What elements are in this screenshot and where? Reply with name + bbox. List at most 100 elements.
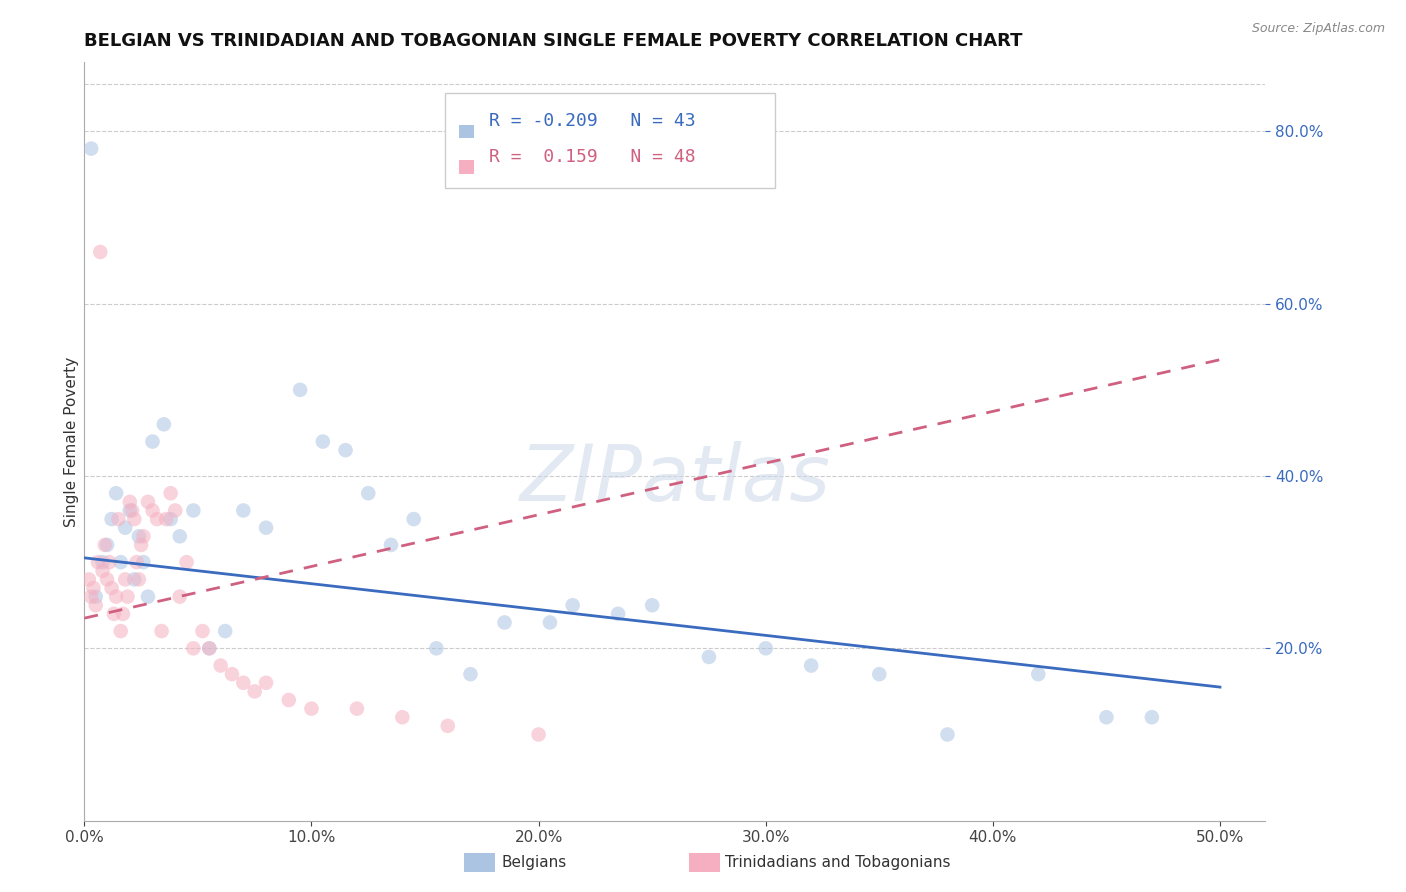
Point [198,641,221,656]
Point [527,727,550,741]
Point [118,495,141,509]
Point [641,599,664,613]
Point [380,538,402,552]
Point [146,512,169,526]
Point [125,555,148,569]
Point [436,719,458,733]
FancyBboxPatch shape [458,161,474,174]
Point [128,529,150,543]
Point [118,503,141,517]
Point [124,512,146,526]
Point [94,538,117,552]
Point [111,607,134,621]
Text: BELGIAN VS TRINIDADIAN AND TOBAGONIAN SINGLE FEMALE POVERTY CORRELATION CHART: BELGIAN VS TRINIDADIAN AND TOBAGONIAN SI… [84,32,1022,50]
Point [80,590,103,604]
Text: Trinidadians and Tobagonians: Trinidadians and Tobagonians [725,855,950,870]
Point [312,434,335,449]
Point [243,684,266,698]
Point [132,529,155,543]
Point [176,555,198,569]
Point [254,675,277,690]
Point [335,443,357,458]
Point [91,564,114,578]
Text: ZIPatlas: ZIPatlas [519,442,831,517]
Point [91,555,114,569]
Point [155,512,177,526]
Point [288,383,311,397]
Point [103,607,125,621]
Point [402,512,425,526]
Point [209,658,232,673]
Point [136,495,159,509]
Point [425,641,447,656]
FancyBboxPatch shape [458,125,474,138]
Point [198,641,221,656]
Point [89,244,111,259]
Point [121,503,143,517]
Point [561,599,583,613]
Point [87,555,110,569]
Point [169,529,191,543]
Text: Belgians: Belgians [502,855,567,870]
Point [159,512,181,526]
Point [105,590,128,604]
Point [153,417,176,432]
Point [460,667,482,681]
Point [77,573,100,587]
Point [136,590,159,604]
Point [132,555,155,569]
Point [301,701,323,715]
Point [936,727,959,741]
Point [1095,710,1118,724]
Y-axis label: Single Female Poverty: Single Female Poverty [63,357,79,526]
Point [107,512,129,526]
Point [1140,710,1163,724]
Point [141,503,163,517]
Point [221,667,243,681]
Point [607,607,630,621]
Point [346,701,368,715]
FancyBboxPatch shape [444,93,775,187]
Point [538,615,561,630]
Point [868,667,890,681]
Point [357,486,380,500]
Point [254,521,277,535]
Point [129,538,152,552]
Point [169,590,191,604]
Point [214,624,236,639]
Point [84,590,107,604]
Point [183,503,205,517]
Point [114,573,136,587]
Point [110,555,132,569]
Point [494,615,516,630]
Point [141,434,163,449]
Point [159,486,181,500]
Point [697,649,720,664]
Point [232,503,254,517]
Point [165,503,187,517]
Point [117,590,139,604]
Point [100,581,122,595]
Point [114,521,136,535]
Point [183,641,205,656]
Point [150,624,173,639]
Point [84,599,107,613]
Point [110,624,132,639]
Point [1026,667,1049,681]
Point [96,573,118,587]
Point [755,641,778,656]
Point [100,512,122,526]
Point [96,538,118,552]
Point [128,573,150,587]
Text: R = -0.209   N = 43: R = -0.209 N = 43 [489,112,696,130]
Point [82,581,104,595]
Point [391,710,413,724]
Point [800,658,823,673]
Point [277,693,299,707]
Point [191,624,214,639]
Point [98,555,121,569]
Text: Source: ZipAtlas.com: Source: ZipAtlas.com [1251,22,1385,36]
Point [80,142,103,156]
Point [232,675,254,690]
Text: R =  0.159   N = 48: R = 0.159 N = 48 [489,148,696,166]
